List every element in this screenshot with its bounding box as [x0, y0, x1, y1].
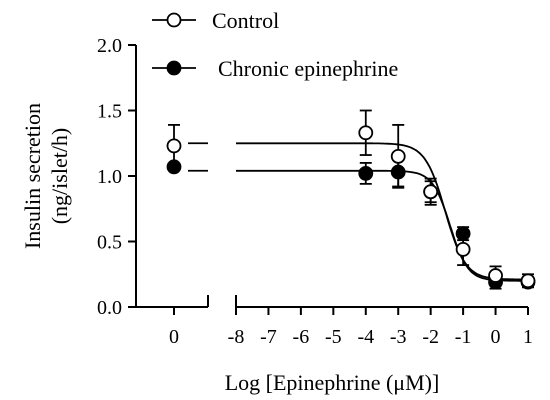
- y-tick-label: 0.0: [97, 297, 122, 319]
- x-tick-label: -6: [293, 326, 310, 348]
- x-tick-label: 0: [491, 326, 501, 348]
- x-tick-label: -1: [455, 326, 472, 348]
- point-control: [423, 184, 439, 200]
- y-tick-label: 0.5: [97, 232, 122, 254]
- fit-curves: [188, 142, 529, 282]
- point-control: [455, 241, 471, 257]
- x-tick-label: 0: [169, 326, 179, 348]
- legend-marker: [166, 60, 182, 76]
- legend-label: Control: [212, 8, 279, 33]
- axes: 0.00.51.01.52.00 -8 -7 -6 -5 -4 -3 -2 -1 0 1: [97, 35, 533, 348]
- x-tick-label: -8: [228, 326, 245, 348]
- point-control: [390, 148, 406, 164]
- point-control-baseline: [166, 138, 182, 154]
- point-control: [520, 273, 536, 289]
- point-control: [488, 268, 503, 283]
- axis-titles: Log [Epinephrine (μM)] Insulin secretion(…: [20, 103, 439, 395]
- x-tick-label: -2: [422, 326, 439, 348]
- legend-marker: [166, 12, 182, 28]
- y-axis-title-line: Insulin secretion: [20, 103, 45, 249]
- x-tick-label: -4: [357, 326, 374, 348]
- x-tick-label: 1: [523, 326, 533, 348]
- y-tick-label: 2.0: [97, 35, 122, 57]
- legend-label: Chronic epinephrine: [218, 56, 398, 81]
- y-tick-label: 1.0: [97, 166, 122, 188]
- point-control: [358, 125, 374, 141]
- y-axis-title: Insulin secretion(ng/islet/h): [20, 103, 72, 249]
- x-tick-label: -7: [260, 326, 277, 348]
- legend: Control Chronic epinephrine: [152, 8, 398, 81]
- data-points: [166, 109, 536, 290]
- x-tick-label: -3: [390, 326, 407, 348]
- x-tick-label: -5: [325, 326, 342, 348]
- y-axis-title-line: (ng/islet/h): [47, 128, 72, 225]
- y-tick-label: 1.5: [97, 101, 122, 123]
- point-chronic-epinephrine: [358, 165, 374, 181]
- x-axis-title: Log [Epinephrine (μM)]: [225, 370, 440, 395]
- fit-curve-series-1: [236, 142, 529, 281]
- fit-curve-series-2: [236, 169, 528, 282]
